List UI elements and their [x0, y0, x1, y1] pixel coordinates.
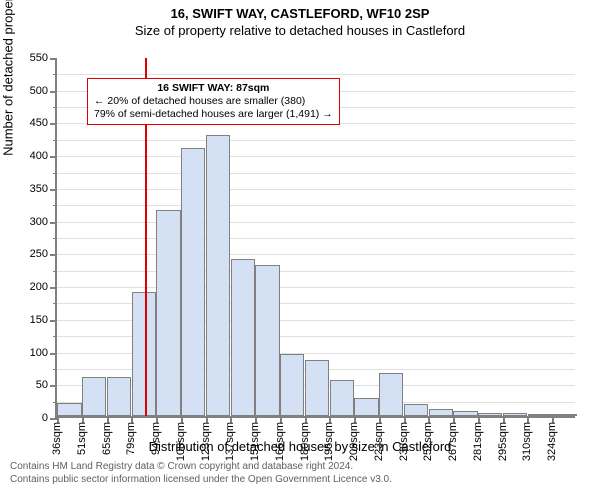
y-tick-label: 200 — [15, 281, 48, 293]
histogram-bar — [528, 414, 552, 416]
y-tick-label: 100 — [15, 347, 48, 359]
y-tick-label: 300 — [15, 216, 48, 228]
histogram-bar — [478, 413, 502, 416]
histogram-bar — [57, 403, 81, 416]
page-title-address: 16, SWIFT WAY, CASTLEFORD, WF10 2SP — [0, 0, 600, 21]
annotation-line-1: ← 20% of detached houses are smaller (38… — [94, 95, 333, 108]
plot-area: 05010015020025030035040045050055036sqm51… — [55, 58, 575, 418]
y-tick-label: 0 — [15, 412, 48, 424]
y-tick-label: 150 — [15, 314, 48, 326]
y-tick-label: 400 — [15, 150, 48, 162]
annotation-title: 16 SWIFT WAY: 87sqm — [94, 82, 333, 95]
histogram-bar — [503, 413, 527, 416]
y-tick-label: 550 — [15, 52, 48, 64]
y-tick-label: 450 — [15, 117, 48, 129]
histogram-bar — [404, 404, 428, 416]
histogram-bar — [552, 414, 576, 416]
chart-container: Number of detached properties 0501001502… — [0, 38, 600, 458]
histogram-bar — [330, 380, 354, 416]
annotation-line-2: 79% of semi-detached houses are larger (… — [94, 108, 333, 121]
y-tick-label: 250 — [15, 248, 48, 260]
histogram-bar — [231, 259, 255, 416]
x-axis-title: Distribution of detached houses by size … — [0, 439, 600, 454]
histogram-bar — [379, 373, 403, 416]
histogram-bar — [305, 360, 329, 416]
histogram-bar — [82, 377, 106, 416]
histogram-bar — [280, 354, 304, 416]
y-tick-label: 50 — [15, 379, 48, 391]
histogram-bar — [354, 398, 378, 416]
y-tick-label: 350 — [15, 183, 48, 195]
histogram-bar — [156, 210, 180, 416]
y-axis-title: Number of detached properties — [1, 0, 16, 156]
histogram-bar — [429, 409, 453, 416]
histogram-bar — [107, 377, 131, 416]
histogram-bar — [453, 411, 477, 416]
histogram-bar — [181, 148, 205, 416]
histogram-bar — [255, 265, 279, 416]
footer-line-2: Contains public sector information licen… — [10, 473, 590, 486]
histogram-bar — [132, 292, 156, 416]
annotation-box: 16 SWIFT WAY: 87sqm← 20% of detached hou… — [87, 78, 340, 125]
y-tick-label: 500 — [15, 85, 48, 97]
page-subtitle: Size of property relative to detached ho… — [0, 21, 600, 38]
histogram-bar — [206, 135, 230, 416]
